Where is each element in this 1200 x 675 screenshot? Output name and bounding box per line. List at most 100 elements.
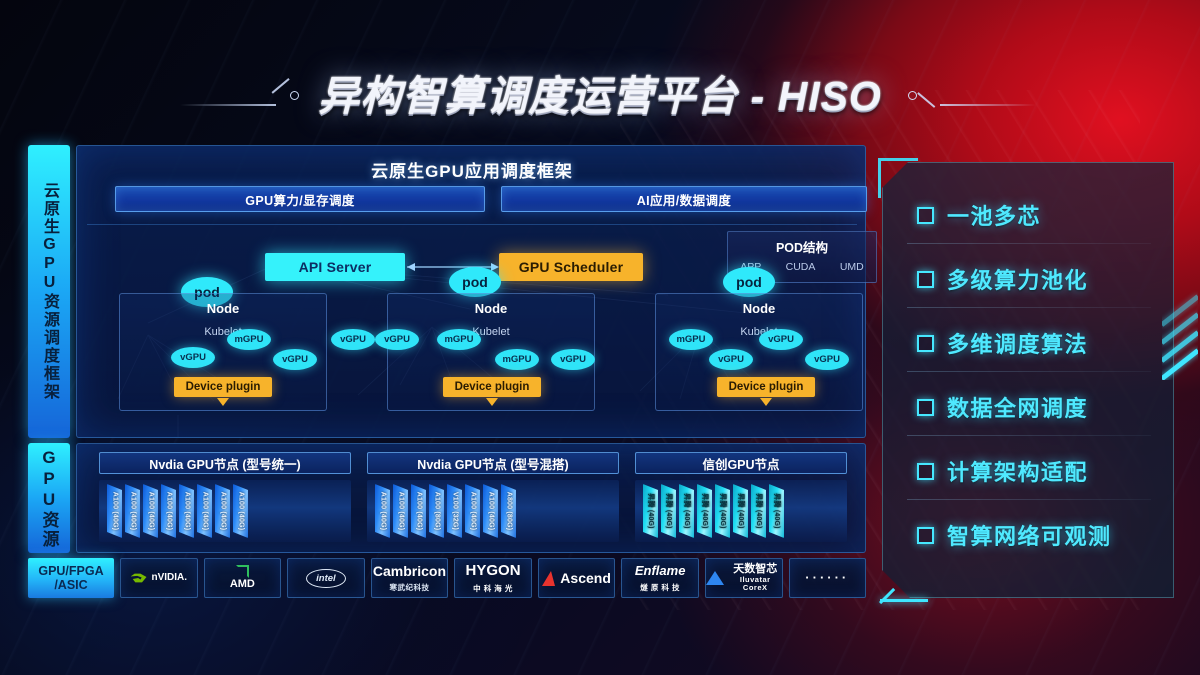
header-decoration-left bbox=[180, 78, 320, 112]
gpu-tray-2: A100 (40G) A100 (40G) A100 (40G) A100 (80G)… bbox=[367, 480, 619, 542]
feature-label: 智算网络可观测 bbox=[947, 524, 1112, 549]
gpu-card-1-6[interactable]: A100 (40G) bbox=[215, 484, 230, 538]
gpu-card-3-1[interactable]: 昇腾 (40G) bbox=[661, 484, 676, 538]
gpu-chip-n1-1[interactable]: mGPU bbox=[227, 329, 271, 350]
pod-node-2[interactable]: pod bbox=[449, 267, 501, 297]
gpu-card-2-4[interactable]: V100 (32G) bbox=[447, 484, 462, 538]
gpu-card-label: 昇腾 (40G) bbox=[682, 493, 690, 529]
gpu-card-2-3[interactable]: A100 (80G) bbox=[429, 484, 444, 538]
vendor-logo-nvidia[interactable]: nVIDIA. bbox=[120, 558, 198, 598]
gpu-card-label: A100 (40G) bbox=[129, 491, 136, 531]
gpu-chip-n3-2[interactable]: vGPU bbox=[759, 329, 803, 350]
vendor-logo-amd[interactable]: AMD bbox=[203, 558, 282, 598]
gpu-card-3-7[interactable]: 昇腾 (40G) bbox=[769, 484, 784, 538]
vendor-sub-enflame: 燧 原 科 技 bbox=[640, 582, 681, 592]
api-server-node[interactable]: API Server bbox=[265, 253, 405, 281]
vendor-logo-iluvatar[interactable]: 天数智芯 Iluvatar CoreX bbox=[704, 558, 783, 598]
gpu-card-label: 昇腾 (40G) bbox=[664, 493, 672, 529]
gpu-card-1-0[interactable]: A100 (40G) bbox=[107, 484, 122, 538]
gpu-card-1-5[interactable]: A100 (40G) bbox=[197, 484, 212, 538]
gpu-card-1-2[interactable]: A100 (40G) bbox=[143, 484, 158, 538]
vendor-label-nvidia: nVIDIA. bbox=[151, 571, 188, 583]
vendor-label-intel: intel bbox=[316, 572, 336, 584]
gpu-chip-n2-1[interactable]: mGPU bbox=[437, 329, 481, 350]
feature-label: 数据全网调度 bbox=[947, 396, 1089, 421]
device-plugin-3-arrow bbox=[760, 398, 772, 406]
scheduler-bar-ai-data[interactable]: AI应用/数据调度 bbox=[501, 186, 867, 212]
gpu-chip-n3-1[interactable]: vGPU bbox=[709, 349, 753, 370]
gpu-card-3-2[interactable]: 昇腾 (40G) bbox=[679, 484, 694, 538]
gpu-card-3-0[interactable]: 昇腾 (40G) bbox=[643, 484, 658, 538]
gpu-card-1-7[interactable]: A100 (40G) bbox=[233, 484, 248, 538]
nvidia-eye-icon bbox=[130, 573, 147, 583]
gpu-card-2-1[interactable]: A100 (40G) bbox=[393, 484, 408, 538]
device-plugin-1[interactable]: Device plugin bbox=[174, 377, 272, 397]
node-3-name: Node bbox=[742, 301, 776, 316]
gpu-scheduler-node[interactable]: GPU Scheduler bbox=[499, 253, 643, 281]
gpu-card-3-5[interactable]: 昇腾 (40G) bbox=[733, 484, 748, 538]
gpu-chip-n2-0[interactable]: vGPU bbox=[375, 329, 419, 350]
device-plugin-3[interactable]: Device plugin bbox=[717, 377, 815, 397]
vendor-tag-line1: GPU/FPGA bbox=[38, 563, 104, 578]
checkbox-square-icon[interactable] bbox=[917, 335, 934, 352]
gpu-tray-1: A100 (40G) A100 (40G) A100 (40G) A100 (40G)… bbox=[99, 480, 351, 542]
gpu-chip-n2-3[interactable]: vGPU bbox=[551, 349, 595, 370]
iluvatar-triangle-icon bbox=[705, 571, 724, 585]
checkbox-square-icon[interactable] bbox=[917, 271, 934, 288]
slide-header: 异构智算调度运营平台 - HISO bbox=[0, 62, 1200, 124]
gpu-chip-n1-3[interactable]: vGPU bbox=[331, 329, 375, 350]
gpu-card-1-1[interactable]: A100 (40G) bbox=[125, 484, 140, 538]
vendor-logo-enflame[interactable]: Enflame 燧 原 科 技 bbox=[621, 558, 699, 598]
gpu-tray-3: 昇腾 (40G) 昇腾 (40G) 昇腾 (40G) 昇腾 (40G) 昇腾 (40G)… bbox=[635, 480, 847, 542]
page-title: 异构智算调度运营平台 - HISO bbox=[318, 73, 882, 119]
gpu-card-1-3[interactable]: A100 (40G) bbox=[161, 484, 176, 538]
gpu-card-label: A100 (40G) bbox=[165, 491, 172, 531]
gpu-card-label: A100 (40G) bbox=[111, 491, 118, 531]
feature-item-3[interactable]: 数据全网调度 bbox=[917, 391, 1088, 423]
framework-panel: 云原生GPU应用调度框架 GPU算力/显存调度 AI应用/数据调度 API Se… bbox=[76, 145, 877, 438]
gpu-card-2-5[interactable]: A100 (40G) bbox=[465, 484, 480, 538]
checkbox-square-icon[interactable] bbox=[917, 527, 934, 544]
device-plugin-2[interactable]: Device plugin bbox=[443, 377, 541, 397]
feature-item-4[interactable]: 计算架构适配 bbox=[917, 455, 1088, 487]
vendor-logo-ascend[interactable]: Ascend bbox=[537, 558, 616, 598]
checkbox-square-icon[interactable] bbox=[917, 399, 934, 416]
feature-item-1[interactable]: 多级算力池化 bbox=[917, 263, 1088, 295]
gpu-card-label: 昇腾 (40G) bbox=[646, 493, 654, 529]
feature-item-5[interactable]: 智算网络可观测 bbox=[917, 519, 1112, 551]
gpu-card-2-0[interactable]: A100 (40G) bbox=[375, 484, 390, 538]
node-1-name: Node bbox=[206, 301, 240, 316]
gpu-card-3-3[interactable]: 昇腾 (40G) bbox=[697, 484, 712, 538]
gpu-chip-n2-2[interactable]: mGPU bbox=[495, 349, 539, 370]
gpu-chip-n3-3[interactable]: vGPU bbox=[805, 349, 849, 370]
feature-label: 计算架构适配 bbox=[947, 460, 1089, 485]
feature-item-0[interactable]: 一池多芯 bbox=[917, 199, 1041, 231]
gpu-card-label: 昇腾 (40G) bbox=[736, 493, 744, 529]
vendor-logo-cambricon[interactable]: Cambricon 寒武纪科技 bbox=[370, 558, 449, 598]
gpu-card-3-6[interactable]: 昇腾 (40G) bbox=[751, 484, 766, 538]
gpu-chip-n1-2[interactable]: vGPU bbox=[273, 349, 317, 370]
vendor-logo-intel[interactable]: intel bbox=[287, 558, 365, 598]
gpu-card-2-7[interactable]: A800 (80G) bbox=[501, 484, 516, 538]
gpu-card-3-4[interactable]: 昇腾 (40G) bbox=[715, 484, 730, 538]
gpu-card-1-4[interactable]: A100 (40G) bbox=[179, 484, 194, 538]
checkbox-square-icon[interactable] bbox=[917, 207, 934, 224]
vendor-category-tag: GPU/FPGA /ASIC bbox=[28, 558, 114, 598]
feature-divider-5 bbox=[907, 499, 1151, 500]
vendor-logo-hygon[interactable]: HYGON 中 科 海 光 bbox=[454, 558, 532, 598]
vendor-logo-more[interactable]: ······ bbox=[788, 558, 867, 598]
gpu-chip-n1-0[interactable]: vGPU bbox=[171, 347, 215, 368]
gpu-card-label: 昇腾 (40G) bbox=[718, 493, 726, 529]
gpu-card-label: V100 (32G) bbox=[451, 491, 458, 531]
feature-item-2[interactable]: 多维调度算法 bbox=[917, 327, 1088, 359]
gpu-chip-n3-0[interactable]: mGPU bbox=[669, 329, 713, 350]
pod-node-1[interactable]: pod bbox=[181, 277, 233, 307]
checkbox-square-icon[interactable] bbox=[917, 463, 934, 480]
vendor-sub-hygon: 中 科 海 光 bbox=[473, 583, 513, 593]
gpu-card-2-2[interactable]: A100 (40G) bbox=[411, 484, 426, 538]
scheduler-bar-compute[interactable]: GPU算力/显存调度 bbox=[115, 186, 485, 212]
feature-divider-4 bbox=[907, 435, 1151, 436]
vendor-sub-cambricon: 寒武纪科技 bbox=[389, 583, 430, 593]
pod-node-3[interactable]: pod bbox=[723, 267, 775, 297]
gpu-card-2-6[interactable]: A100 (40G) bbox=[483, 484, 498, 538]
